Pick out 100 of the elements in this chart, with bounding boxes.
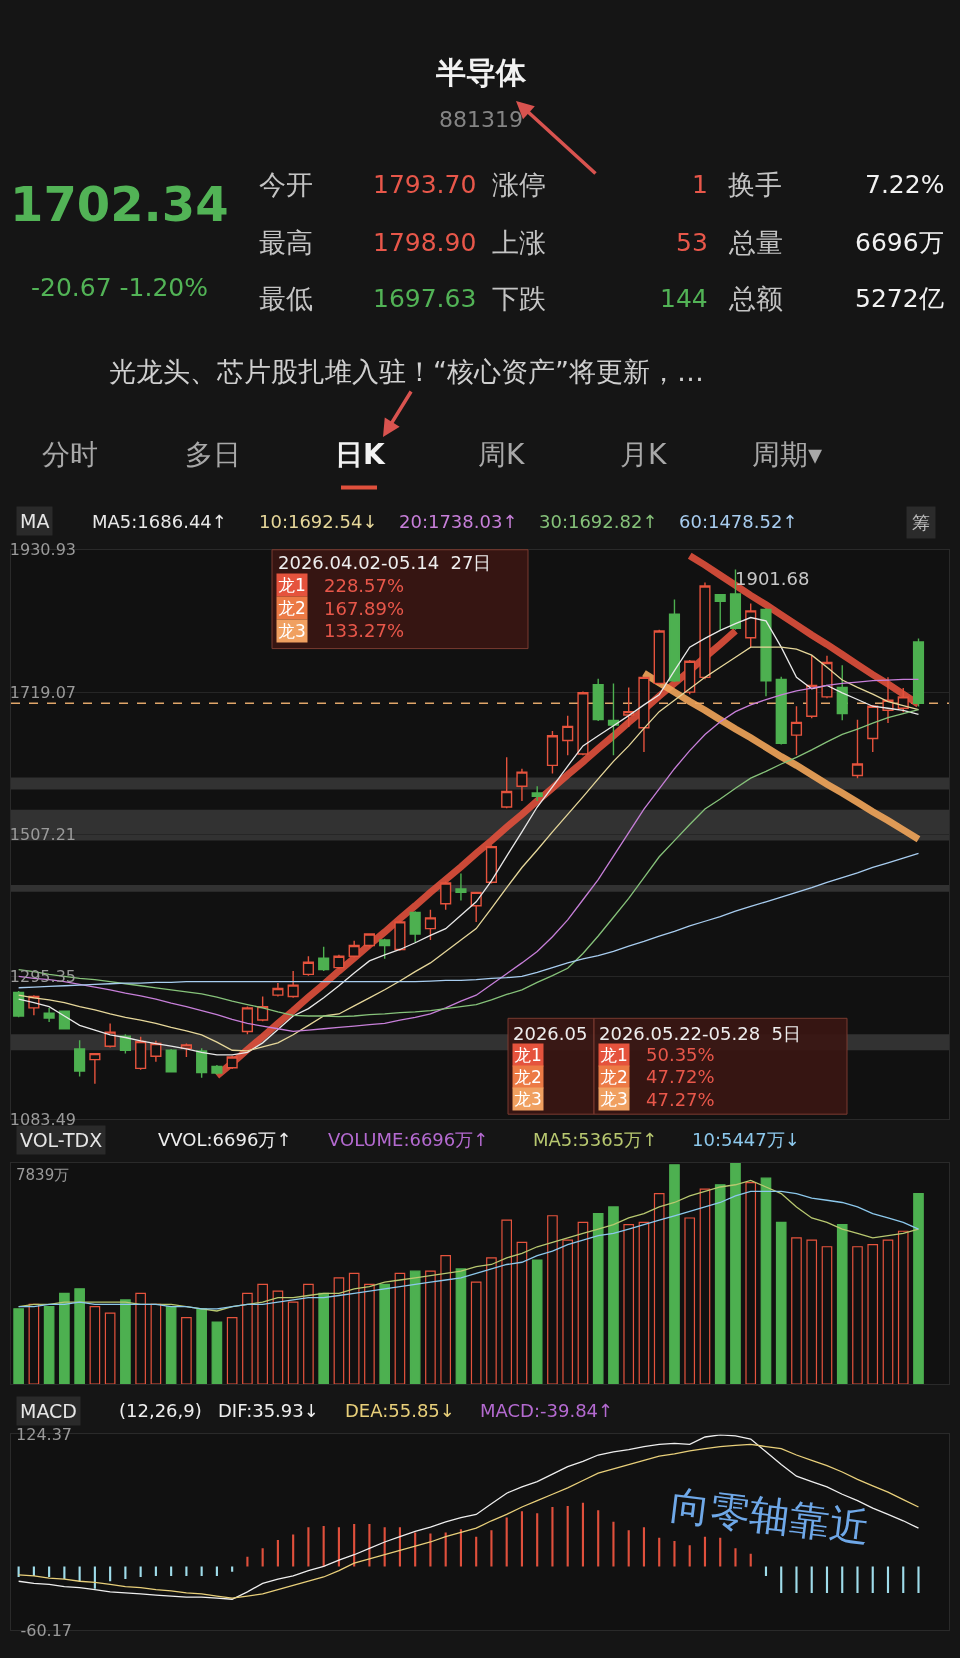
bar: [841, 1566, 844, 1593]
chart-title: MACD: [20, 1400, 77, 1422]
bar: [902, 1566, 905, 1593]
text: 日K: [335, 438, 386, 471]
bar: [257, 1283, 268, 1385]
text: 多日: [185, 438, 241, 471]
text: 上涨: [492, 227, 546, 258]
candlestick: [287, 970, 299, 999]
bar: [577, 1221, 589, 1385]
bar: [455, 1268, 467, 1385]
bar: [719, 1537, 722, 1567]
candlestick: [531, 785, 543, 802]
bar: [409, 1270, 421, 1385]
candlestick: [668, 598, 681, 683]
candlestick: [516, 768, 528, 802]
bar: [470, 1281, 482, 1385]
text: 6696万: [855, 228, 944, 257]
text: 60:1478.52↑: [679, 511, 798, 532]
text: 今开: [259, 169, 313, 200]
annotation: 龙1 228.57%: [278, 575, 405, 596]
candlestick: [851, 718, 864, 779]
bar: [28, 1303, 40, 1385]
y-tick-label: 1930.93: [9, 540, 76, 560]
annotation: 龙2 167.89%: [278, 598, 405, 619]
bar: [486, 1257, 497, 1385]
candlestick: [440, 880, 452, 911]
bar: [551, 1507, 554, 1567]
bar: [181, 1317, 192, 1385]
bar: [612, 1521, 615, 1567]
text: 下跌: [492, 283, 546, 314]
chart-title: VOL-TDX: [20, 1129, 103, 1151]
bar: [211, 1321, 223, 1385]
candlestick: [43, 1007, 55, 1023]
text: 1702.34: [10, 176, 229, 232]
bar: [780, 1566, 783, 1593]
text: 分时: [42, 438, 98, 471]
bar: [333, 1277, 345, 1385]
bar: [775, 1221, 787, 1385]
candlestick: [485, 844, 498, 885]
bar: [836, 1224, 848, 1385]
chart-title: MA: [20, 510, 50, 532]
text: 881319: [439, 107, 523, 132]
bar: [276, 1539, 279, 1567]
candlestick: [135, 1036, 147, 1071]
bar: [730, 1162, 741, 1385]
text: 30:1692.82↑: [539, 511, 658, 532]
text: 1798.90: [373, 228, 477, 257]
text: VOLUME:6696万↑: [328, 1129, 489, 1150]
text: 筹: [912, 512, 930, 533]
bar: [501, 1219, 513, 1385]
bar: [886, 1566, 890, 1593]
candlestick: [196, 1047, 208, 1079]
text: 10:1692.54↓: [259, 511, 378, 532]
annotation: 龙3: [514, 1089, 542, 1109]
text: 换手: [728, 169, 782, 200]
candlestick: [790, 705, 803, 756]
bar: [78, 1566, 81, 1582]
candlestick: [333, 954, 345, 970]
chart-subtitle: (12,26,9): [119, 1400, 202, 1421]
bar: [653, 1193, 665, 1385]
bar: [292, 1534, 295, 1567]
bar: [459, 1529, 462, 1567]
bar: [444, 1532, 447, 1567]
bar: [120, 1299, 131, 1385]
bar: [867, 1243, 879, 1385]
bar: [74, 1288, 85, 1385]
annotation: 2026.05.22-05.28 5日: [599, 1023, 801, 1044]
text: 总量: [728, 227, 783, 258]
bar: [154, 1566, 157, 1576]
candlestick: [394, 919, 406, 952]
candlestick: [592, 677, 604, 722]
y-tick-label: 1719.07: [9, 682, 76, 702]
y-tick-label: 1507.21: [9, 825, 76, 845]
bar: [348, 1272, 360, 1385]
bar: [627, 1530, 630, 1567]
text: 1793.70: [373, 170, 477, 199]
text: 7.22%: [865, 170, 945, 199]
bar: [658, 1537, 661, 1567]
bar: [364, 1283, 375, 1385]
bar: [303, 1283, 314, 1385]
bar: [917, 1566, 920, 1593]
bar: [764, 1566, 768, 1576]
candlestick: [638, 675, 650, 753]
bar: [638, 1221, 650, 1385]
candlestick: [912, 637, 925, 708]
candlestick: [546, 730, 559, 775]
bar: [897, 1230, 909, 1385]
annotation: 龙1 50.35%: [600, 1044, 715, 1065]
bar: [318, 1292, 329, 1385]
bar: [379, 1283, 390, 1385]
candlestick: [409, 910, 421, 944]
bar: [32, 1566, 35, 1576]
text: 月K: [620, 438, 667, 471]
bar: [703, 1536, 707, 1567]
bar: [688, 1545, 691, 1567]
bar: [734, 1548, 737, 1567]
candlestick: [760, 607, 772, 697]
bar: [322, 1526, 325, 1567]
annotation: 龙3 47.27%: [600, 1089, 715, 1110]
candlestick: [867, 704, 879, 753]
